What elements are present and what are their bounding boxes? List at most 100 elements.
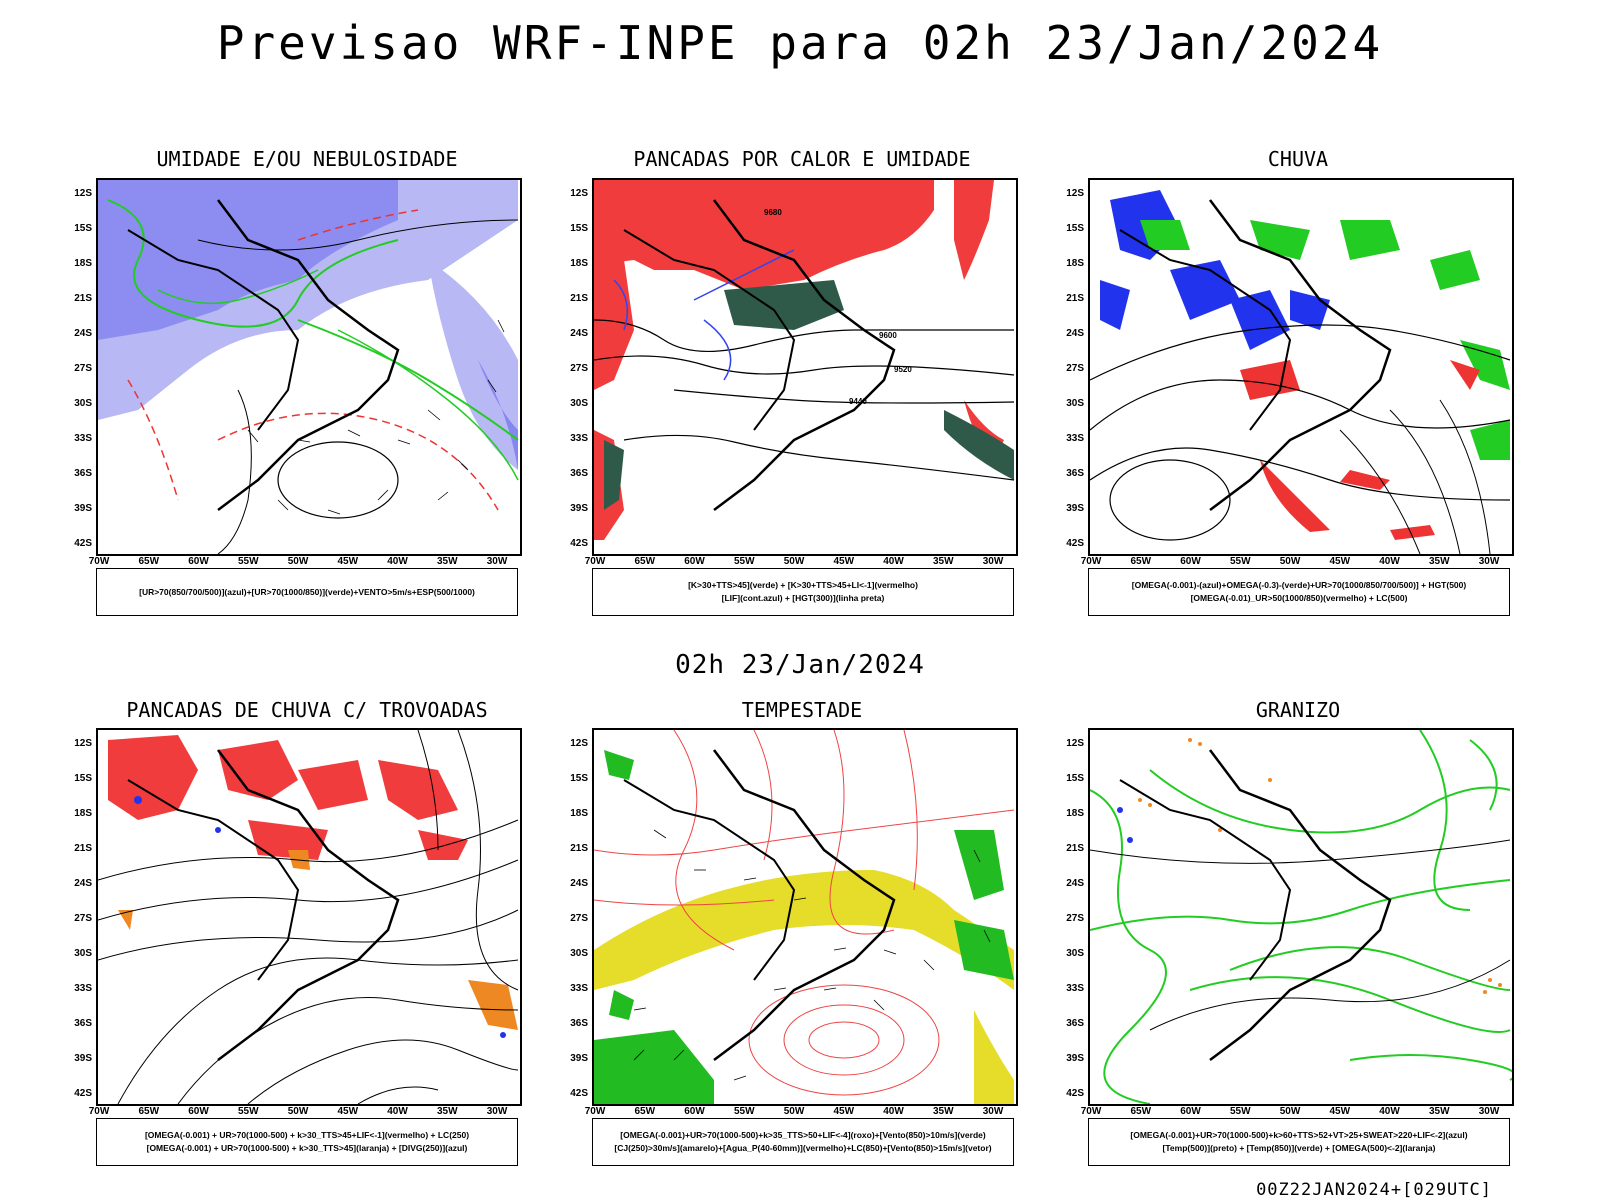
panel-1-lon-label: 65W xyxy=(138,556,160,567)
panel-6-lat-label: 36S xyxy=(1066,1018,1084,1029)
panel-2-lat-label: 21S xyxy=(570,293,588,304)
contour-label-9440: 9440 xyxy=(849,397,867,406)
panel-4-lon-label: 35W xyxy=(436,1106,458,1117)
panel-6-lon-label: 40W xyxy=(1379,1106,1400,1117)
panel-5-lat-label: 18S xyxy=(570,808,588,819)
panel-3-legend-line-2: [OMEGA(-0.01)_UR>50(1000/850)(vermelho) … xyxy=(1190,593,1408,603)
panel-2-lat-label: 24S xyxy=(570,328,588,339)
panel-5-lat-label: 39S xyxy=(570,1053,588,1064)
panel-6-lon-label: 30W xyxy=(1478,1106,1500,1117)
panel-4-lon-label: 65W xyxy=(138,1106,160,1117)
panel-3-lat-label: 12S xyxy=(1066,188,1084,199)
panel-3-lat-label: 36S xyxy=(1066,468,1084,479)
panel-5-lon-label: 60W xyxy=(684,1106,705,1117)
panel-1-lat-label: 36S xyxy=(74,468,92,479)
panel-5-lat-label: 12S xyxy=(570,738,588,749)
panel-1-lat-label: 18S xyxy=(74,258,92,269)
panel-3-lat-label: 21S xyxy=(1066,293,1084,304)
panel-4-lat-label: 36S xyxy=(74,1018,92,1029)
panel-3-lat-label: 39S xyxy=(1066,503,1084,514)
panel-2-lat-label: 30S xyxy=(570,398,588,409)
panel-5-lon-label: 30W xyxy=(982,1106,1004,1117)
panel-3-lat-label: 15S xyxy=(1066,223,1084,234)
panel-4-lat-label: 21S xyxy=(74,843,92,854)
panel-3-lon-label: 45W xyxy=(1329,556,1351,567)
panel-4-lon-label: 45W xyxy=(337,1106,359,1117)
panel-2-lat-label: 36S xyxy=(570,468,588,479)
panel-6-lat-label: 24S xyxy=(1066,878,1084,889)
panel-1-lon-label: 50W xyxy=(287,556,309,567)
panel-3-lat-label: 24S xyxy=(1066,328,1084,339)
panel-1-lat-label: 27S xyxy=(74,363,92,374)
panel-3-lon-label: 55W xyxy=(1229,556,1251,567)
panel-5-title: TEMPESTADE xyxy=(741,698,863,722)
panel-6-lon-label: 35W xyxy=(1428,1106,1450,1117)
panel-4-lat-label: 12S xyxy=(74,738,92,749)
panel-1-lon-label: 55W xyxy=(237,556,259,567)
panel-5-legend-line-1: [OMEGA(-0.001)+UR>70(1000-500)+k>35_TTS>… xyxy=(620,1130,986,1140)
panel-1-lat-label: 42S xyxy=(74,538,92,549)
panel-1-lat-label: 15S xyxy=(74,223,92,234)
panel-3-legend-line-1: [OMEGA(-0.001)-(azul)+OMEGA(-0.3)-(verde… xyxy=(1131,580,1467,590)
panel-2-lon-label: 40W xyxy=(883,556,904,567)
panel-6-lat-label: 30S xyxy=(1066,948,1084,959)
panel-3-lon-label: 70W xyxy=(1080,556,1102,567)
footer-run-info: 00Z22JAN2024+[029UTC] xyxy=(1256,1180,1492,1200)
panel-2-title: PANCADAS POR CALOR E UMIDADE xyxy=(633,147,971,171)
contour-label-9520: 9520 xyxy=(894,365,912,374)
panel-5-lat-label: 15S xyxy=(570,773,588,784)
panel-2-lon-label: 65W xyxy=(634,556,656,567)
panel-1-lat-label: 30S xyxy=(74,398,92,409)
panel-1-lon-label: 60W xyxy=(188,556,209,567)
panel-3-lon-label: 65W xyxy=(1130,556,1152,567)
panel-2-lat-label: 15S xyxy=(570,223,588,234)
panel-6-lon-label: 70W xyxy=(1080,1106,1102,1117)
panel-6-lat-label: 42S xyxy=(1066,1088,1084,1099)
panel-5-lon-label: 65W xyxy=(634,1106,656,1117)
panel-3-title: CHUVA xyxy=(1267,147,1329,171)
panel-6-lat-label: 27S xyxy=(1066,913,1084,924)
panel-5-lat-label: 21S xyxy=(570,843,588,854)
panel-4-lat-label: 27S xyxy=(74,913,92,924)
panel-6-legend-line-2: [Temp(500)](preto) + [Temp(850)](verde) … xyxy=(1162,1143,1436,1153)
panel-5-lon-label: 45W xyxy=(833,1106,855,1117)
panel-5-lat-label: 42S xyxy=(570,1088,588,1099)
panel-4-lon-label: 30W xyxy=(486,1106,508,1117)
panel-3-lat-label: 30S xyxy=(1066,398,1084,409)
panel-6-lon-label: 55W xyxy=(1229,1106,1251,1117)
panel-2-lat-label: 42S xyxy=(570,538,588,549)
panel-2-lat-label: 33S xyxy=(570,433,588,444)
panel-4-lat-label: 18S xyxy=(74,808,92,819)
panel-6-lat-label: 12S xyxy=(1066,738,1084,749)
panel-2-lat-label: 12S xyxy=(570,188,588,199)
panel-3-lat-label: 33S xyxy=(1066,433,1084,444)
mid-title: 02h 23/Jan/2024 xyxy=(675,650,925,680)
panel-1-map xyxy=(96,178,522,556)
panel-5-lat-label: 27S xyxy=(570,913,588,924)
panel-4-title: PANCADAS DE CHUVA C/ TROVOADAS xyxy=(126,698,488,722)
panel-4-legend: [OMEGA(-0.001) + UR>70(1000-500) + k>30_… xyxy=(96,1118,518,1166)
panel-1-title: UMIDADE E/OU NEBULOSIDADE xyxy=(156,147,458,171)
panel-2-lon-label: 45W xyxy=(833,556,855,567)
panel-6-lon-label: 65W xyxy=(1130,1106,1152,1117)
panel-4-map xyxy=(96,728,522,1106)
panel-1-legend-line-1: [UR>70(850/700/500)](azul)+[UR>70(1000/8… xyxy=(139,586,475,597)
panel-3-lon-label: 35W xyxy=(1428,556,1450,567)
panel-5-map xyxy=(592,728,1018,1106)
panel-1-lat-label: 21S xyxy=(74,293,92,304)
panel-6-lon-label: 60W xyxy=(1180,1106,1201,1117)
panel-6-lat-label: 18S xyxy=(1066,808,1084,819)
panel-3-lon-label: 60W xyxy=(1180,556,1201,567)
panel-5-lat-label: 30S xyxy=(570,948,588,959)
panel-5-legend: [OMEGA(-0.001)+UR>70(1000-500)+k>35_TTS>… xyxy=(592,1118,1014,1166)
panel-3-map xyxy=(1088,178,1514,556)
panel-1-lon-label: 30W xyxy=(486,556,508,567)
panel-5-legend-line-2: [CJ(250)>30m/s](amarelo)+[Agua_P(40-60mm… xyxy=(614,1143,992,1153)
panel-4-lat-label: 33S xyxy=(74,983,92,994)
panel-1-lat-label: 12S xyxy=(74,188,92,199)
panel-6-lat-label: 15S xyxy=(1066,773,1084,784)
panel-2-lat-label: 27S xyxy=(570,363,588,374)
panel-2-legend-line-2: [LIF](cont.azul) + [HGT(300)](linha pret… xyxy=(721,593,885,603)
panel-5-lon-label: 50W xyxy=(783,1106,805,1117)
panel-4-legend-line-1: [OMEGA(-0.001) + UR>70(1000-500) + k>30_… xyxy=(144,1130,470,1140)
